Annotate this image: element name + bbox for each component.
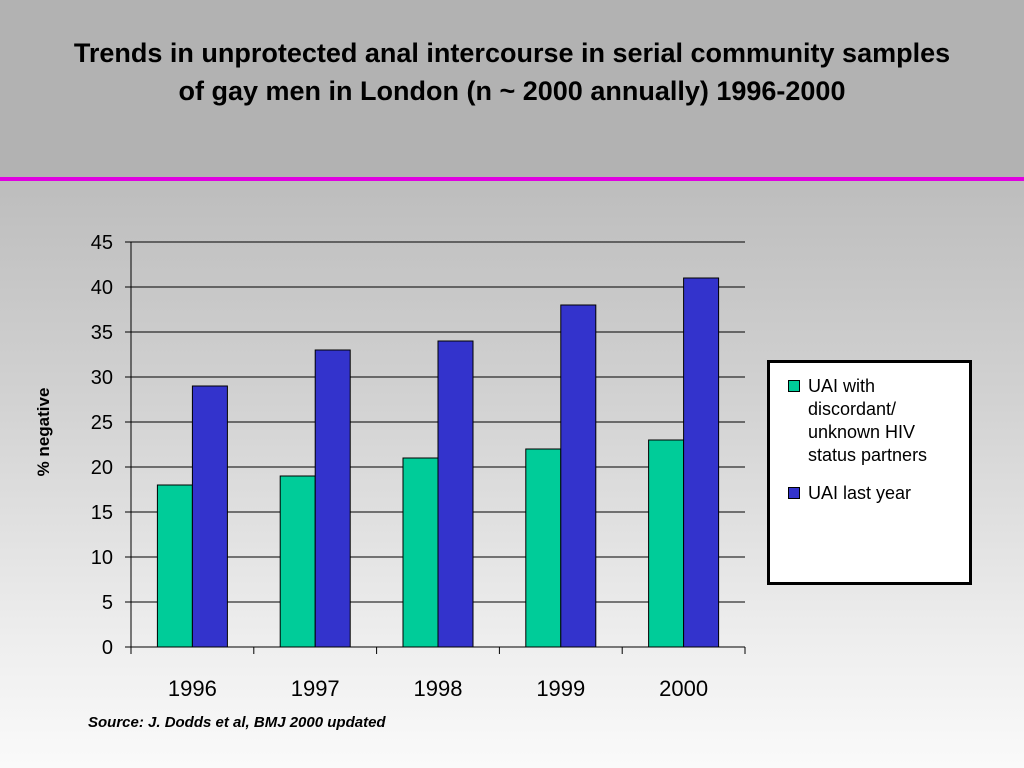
legend-swatch-uai-last-year [788,487,800,499]
axes [125,241,746,654]
bar-discordant-1999 [525,448,562,648]
legend-swatch-discordant [788,380,800,392]
bar-discordant-1996 [156,484,193,648]
bar-discordant-2000 [648,439,685,648]
legend-label-uai-last-year: UAI last year [808,483,912,503]
bar-uai-last-year-1996 [191,385,228,648]
bar-discordant-1997 [279,475,316,648]
y-tick-label: 45 [91,232,113,254]
bar-uai-last-year-1998 [437,340,474,648]
bar-discordant-1998 [402,457,439,648]
y-axis-label: % negative [34,388,53,477]
legend-label-discordant: UAI with discordant/ unknown HIV status … [808,376,928,465]
header-divider [0,177,1024,181]
y-tick-label: 30 [91,367,113,389]
y-tick-label: 10 [91,547,113,569]
tick-labels: 0 5 10 15 20 25 30 35 40 45 1996 1997 1998 1999 2000 [91,232,708,701]
bar-uai-last-year-1999 [560,304,597,648]
y-tick-label: 25 [91,412,113,434]
bar-uai-last-year-2000 [683,277,720,648]
bars [156,277,720,648]
x-tick-label: 2000 [659,676,708,701]
y-tick-label: 35 [91,322,113,344]
x-tick-label: 1998 [414,676,463,701]
y-tick-label: 0 [102,637,113,659]
x-tick-label: 1997 [291,676,340,701]
bar-uai-last-year-1997 [314,349,351,648]
y-tick-label: 5 [102,592,113,614]
slide-title: Trends in unprotected anal intercourse i… [73,38,951,106]
source-citation: Source: J. Dodds et al, BMJ 2000 updated [88,714,386,731]
x-tick-label: 1999 [536,676,585,701]
y-tick-label: 40 [91,277,113,299]
title-band: Trends in unprotected anal intercourse i… [0,0,1024,178]
chart-legend: UAI with discordant/ unknown HIV status … [767,360,972,585]
x-tick-label: 1996 [168,676,217,701]
y-tick-label: 20 [91,457,113,479]
y-tick-label: 15 [91,502,113,524]
